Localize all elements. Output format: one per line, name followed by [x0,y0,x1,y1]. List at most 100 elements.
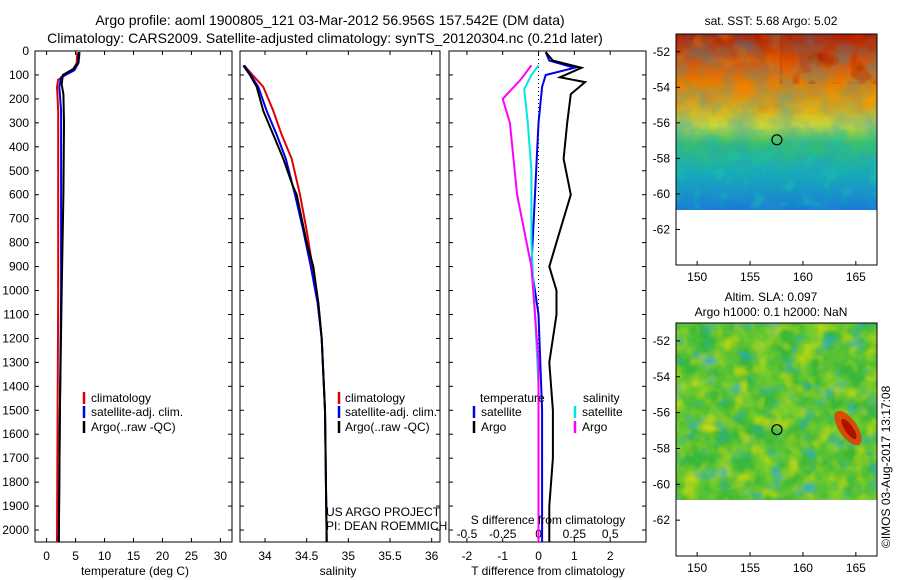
map-y-tick-label: -54 [653,80,671,94]
y-tick-label: 100 [9,68,29,82]
legend-label-argo: Argo(..raw -QC) [345,420,430,434]
figure-title: Argo profile: aoml 1900805_121 03-Mar-20… [95,12,564,28]
legend-label-satellite: satellite-adj. clim. [345,405,437,419]
y-tick-label: 500 [9,164,29,178]
y-tick-label: 1300 [2,355,29,369]
map-y-tick-label: -58 [653,151,671,165]
map-x-tick-label: 150 [687,270,707,284]
sst-missing-area [676,210,877,265]
temperature-plot-frame [34,50,233,543]
y-tick-label: 1100 [3,307,29,321]
y-tick-label: 900 [9,260,29,274]
salinity-x-axis: 34 34.5 35 35.5 36 [258,51,439,563]
y-tick-label: 1000 [2,284,29,298]
map-x-tick-label: 165 [846,561,866,575]
sla-map-subtitle: Argo h1000: 0.1 h2000: NaN [695,305,848,319]
salinity-legend: climatology satellite-adj. clim. Argo(..… [337,391,437,434]
legend-title-salinity: salinity [583,391,620,405]
y-tick-label: 2000 [2,523,29,537]
map-y-tick-label: -52 [653,334,671,348]
x-tick-label: -1 [497,549,508,563]
series-line-satellite [530,51,579,542]
x2-tick-label: -0.5 [457,527,478,541]
y-tick-label: 1900 [2,499,29,513]
series-line-argo [501,64,540,542]
x-tick-label: 30 [214,549,228,563]
map-y-tick-label: -60 [653,187,671,201]
difference-x-axis: -2 -1 0 1 2-0.5 -0.25 0 0.25 0.5 [457,51,619,563]
temperature-series [55,52,81,543]
difference-legend: temperature salinity satellite Argo sate… [472,391,623,434]
temperature-legend: climatology satellite-adj. clim. Argo(..… [82,391,183,434]
credit-line: US ARGO PROJECT [326,505,441,519]
y-tick-label: 800 [9,236,29,250]
sst-map-axes: 150 155 160 165 -52 -54 -56 -58 -60 -62 [653,45,867,284]
project-credit: US ARGO PROJECT PI: DEAN ROEMMICH [326,505,447,533]
y-tick-label: 1400 [2,379,29,393]
map-x-tick-label: 150 [687,561,707,575]
map-y-tick-label: -56 [653,116,671,130]
map-y-tick-label: -62 [653,222,671,236]
sst-map-frame [675,33,878,266]
y-tick-label: 1200 [2,331,29,345]
x-tick-label: 2 [607,549,614,563]
x-tick-label: 20 [156,549,170,563]
legend-label-t-argo: Argo [481,420,507,434]
difference-series [501,51,588,542]
x-tick-label: 25 [185,549,199,563]
imos-watermark: ©IMOS 03-Aug-2017 13:17:08 [879,385,893,548]
x2-tick-label: 0.5 [602,527,619,541]
sla-heatmap [676,323,877,500]
depth-axis: 0 100 200 300 400 500 600 700 800 900 1000 1100 1200… [2,44,646,537]
credit-line: PI: DEAN ROEMMICH [326,519,447,533]
sst-heatmap [676,34,877,210]
difference-plot-frame [448,50,647,543]
x-tick-label: -2 [462,549,473,563]
x-tick-label: 10 [98,549,112,563]
sla-map-title: Altim. SLA: 0.097 [725,290,818,304]
series-line-argo-raw-qc- [242,64,328,543]
map-x-tick-label: 155 [740,561,760,575]
legend-label-climatology: climatology [91,391,151,405]
y-tick-label: 1500 [2,403,29,417]
y-tick-label: 700 [9,212,29,226]
map-x-tick-label: 160 [793,561,813,575]
map-x-tick-label: 165 [846,270,866,284]
legend-label-climatology: climatology [345,391,405,405]
map-y-tick-label: -52 [653,45,671,59]
series-line-argo [544,51,588,542]
sst-argo-position-marker [771,134,783,146]
y-tick-label: 200 [9,92,29,106]
series-line-argo-raw-qc- [57,52,80,543]
series-line-satellite [523,64,540,542]
map-y-tick-label: -54 [653,370,671,384]
salinity-axis-label: salinity [320,564,357,578]
x-tick-label: 0 [535,549,542,563]
t-difference-axis-label: T difference from climatology [471,564,625,578]
legend-label-s-satellite: satellite [582,405,623,419]
sla-map-frame [675,322,878,557]
sla-map-axes: 150 155 160 165 -52 -54 -56 -58 -60 -62 [653,334,867,575]
salinity-series [242,64,328,543]
sla-missing-area [676,500,877,556]
y-tick-label: 400 [9,140,29,154]
y-tick-label: 1600 [2,427,29,441]
x-tick-label: 15 [127,549,141,563]
x-tick-label: 0 [43,549,50,563]
y-tick-label: 600 [9,188,29,202]
map-y-tick-label: -62 [653,513,671,527]
legend-label-argo: Argo(..raw -QC) [91,420,176,434]
x-tick-label: 36 [425,549,439,563]
y-tick-label: 1700 [2,451,29,465]
map-y-tick-label: -56 [653,406,671,420]
sla-argo-position-marker [771,424,783,436]
x2-tick-label: -0.25 [489,527,517,541]
legend-label-t-satellite: satellite [481,405,522,419]
map-x-tick-label: 155 [740,270,760,284]
s-difference-axis-label: S difference from climatology [471,513,626,527]
y-tick-label: 1800 [2,475,29,489]
x-tick-label: 35 [342,549,356,563]
temperature-x-axis: 0 5 10 15 20 25 30 [43,51,227,563]
map-y-tick-label: -58 [653,441,671,455]
legend-label-satellite: satellite-adj. clim. [91,405,183,419]
